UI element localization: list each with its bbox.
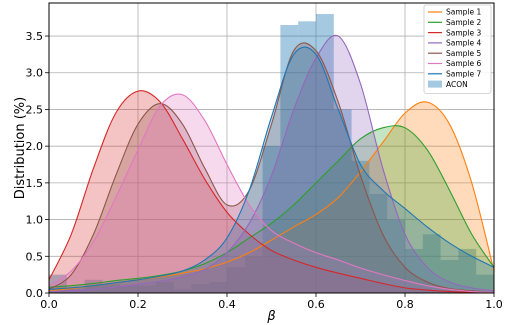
y-tick-label-3: 1.5 [26,177,44,190]
x-tick-label-4: 0.8 [396,298,414,311]
plot-frame [48,2,495,294]
acon-bar-21 [422,234,441,293]
sample-6-line [49,93,494,293]
sample-3-line [49,90,494,293]
sample-4-area [49,35,494,293]
acon-bar-7 [173,289,192,293]
y-tick-label-0: 0.0 [26,287,44,300]
legend-label-sample-2: Sample 2 [446,18,482,27]
y-axis-label: Distribution (%) [13,97,28,199]
acon-bar-22 [440,259,459,293]
acon-bar-12 [262,146,281,293]
sample-6-area [49,94,494,293]
legend-label-sample-4: Sample 4 [446,39,482,48]
sample-5-line [49,42,494,293]
sample-7-area [49,47,494,293]
sample-1-area [49,101,494,293]
legend-label-sample-7: Sample 7 [446,70,482,79]
sample-2-line [49,125,494,288]
acon-bar-17 [351,160,370,293]
acon-bar-8 [191,284,210,293]
acon-bar-13 [280,25,299,293]
acon-bar-11 [244,256,263,293]
acon-bar-5 [138,285,156,293]
plot-background [49,3,494,293]
acon-bar-16 [333,109,352,293]
legend-label-sample-6: Sample 6 [446,59,482,68]
acon-bar-23 [458,248,477,293]
legend-box [423,4,492,94]
y-tick-label-5: 2.5 [26,103,44,116]
acon-bar-3 [102,284,121,293]
x-tick-label-0: 0.0 [40,298,58,311]
y-tick-label-4: 2.0 [26,140,44,153]
x-axis-label: β [266,309,275,324]
legend-label-sample-5: Sample 5 [446,49,482,58]
acon-bar-24 [476,274,494,293]
y-tick-label-6: 3.0 [26,67,44,80]
x-tick-label-3: 0.6 [307,298,325,311]
legend-label-sample-1: Sample 1 [446,8,482,17]
legend-swatch-acon [428,80,442,88]
acon-bar-18 [369,193,388,293]
acon-bar-4 [120,285,138,293]
y-tick-label-2: 1.0 [26,214,44,227]
histogram-bars [49,14,494,293]
y-tick-label-1: 0.5 [26,250,44,263]
sample-4-line [49,34,494,293]
legend-label-sample-3: Sample 3 [446,28,482,37]
density-lines [49,34,494,293]
axis-ticks: 0.0 0.2 0.4 0.6 0.8 1.0 0.0 0.5 1.0 1.5 2.0 2.5 3.0 3… [26,30,503,311]
acon-bar-9 [209,281,227,293]
y-tick-label-7: 3.5 [26,30,44,43]
acon-bar-6 [155,281,174,293]
sample-7-line [49,46,494,290]
grid [48,3,495,294]
x-tick-label-1: 0.2 [129,298,147,311]
x-tick-label-5: 1.0 [485,298,503,311]
x-tick-label-2: 0.4 [218,298,236,311]
acon-bar-14 [298,21,316,293]
legend-label-acon: ACON [446,80,468,89]
acon-bar-10 [227,267,245,293]
acon-bar-1 [66,289,85,293]
sample-3-area [49,90,494,293]
